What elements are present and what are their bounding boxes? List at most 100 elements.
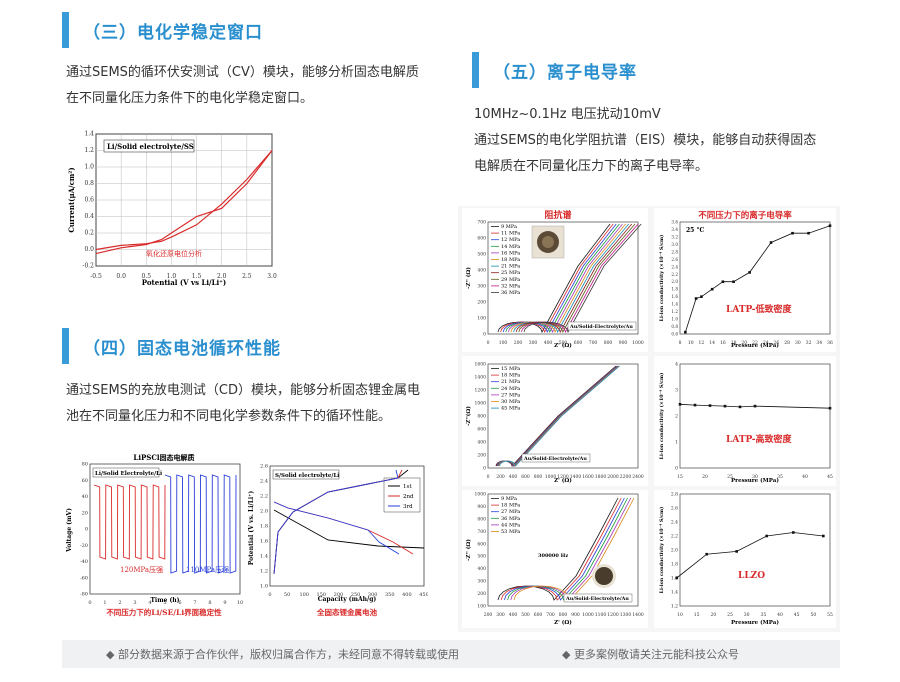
n3-legend-entry: 36 MPa xyxy=(501,516,520,522)
n2-x-tick: 2400 xyxy=(632,474,644,480)
n3-y-tick: 1000 xyxy=(475,492,487,498)
cv-y-tick: 0.0 xyxy=(84,246,94,253)
cd-left-y-tick: 20 xyxy=(82,510,88,516)
n1-legend-entry: 29 MPa xyxy=(501,277,520,283)
c1-point xyxy=(694,297,698,300)
n1-y-tick: 700 xyxy=(477,220,486,226)
n1-legend-entry: 21 MPa xyxy=(501,264,520,270)
n3-x-tick: 1300 xyxy=(620,612,632,618)
cd-left-caption: 不同压力下的Li/SE/Li界面稳定性 xyxy=(106,607,222,617)
n2-y-tick: 800 xyxy=(477,414,486,420)
n3-curve xyxy=(500,497,622,601)
c3-x-tick: 25 xyxy=(727,612,733,618)
n1-x-tick: 500 xyxy=(559,340,568,346)
accent-bar xyxy=(62,328,69,364)
c3-point xyxy=(792,531,795,534)
n3-curve xyxy=(510,497,632,601)
c2-point xyxy=(828,406,832,410)
n2-x-tick: 1400 xyxy=(570,474,582,480)
c1-x-tick: 8 xyxy=(679,340,682,346)
cd-right-x-tick: 400 xyxy=(402,592,412,598)
c1-x-tick: 34 xyxy=(816,340,822,346)
cv-x-tick: 1.0 xyxy=(167,273,177,280)
c3-x-tick: 55 xyxy=(827,612,833,618)
cd-left-x-tick: 6 xyxy=(178,600,181,606)
n2-x-tick: 1600 xyxy=(582,474,594,480)
cd-left-x-tick: 2 xyxy=(118,600,121,606)
cd-label-120: 120MPa压强 xyxy=(120,566,163,574)
n2-legend-entry: 18 MPa xyxy=(501,373,520,379)
n1-legend-entry: 16 MPa xyxy=(501,250,520,256)
c3-x-tick: 30 xyxy=(744,612,750,618)
cd-left-x-tick: 8 xyxy=(208,600,211,606)
n2-legend-entry: 30 MPa xyxy=(501,399,520,405)
c3-y-tick: 1.8 xyxy=(671,562,678,568)
c2-x-tick: 20 xyxy=(702,474,708,480)
cd-right-legend: S/Solid electrolyte/Li xyxy=(275,473,339,479)
c1-x-tick: 18 xyxy=(731,340,737,346)
cd-right-y-tick: 1.0 xyxy=(260,584,268,590)
n2-y-tick: 1000 xyxy=(475,401,487,407)
eis-figure-panel: 阻抗谱 700 600 500 400 300 200 100 0 0 100 200 300 400… xyxy=(458,206,840,632)
c2-point xyxy=(678,403,682,406)
n2-legend-entry: 15 MPa xyxy=(501,366,520,372)
cv-y-tick: -0.2 xyxy=(82,263,94,270)
cd-left-y-tick: -40 xyxy=(80,559,88,565)
n1-x-tick: 600 xyxy=(574,340,583,346)
c2-point xyxy=(708,404,712,407)
cond1-temp: 25 °C xyxy=(686,227,704,234)
n3-y-tick: 600 xyxy=(477,541,486,547)
n1-legend-entry: 9 MPa xyxy=(501,224,517,230)
n3-y-tick: 700 xyxy=(477,529,486,535)
n1-legend-entry: 36 MPa xyxy=(501,290,520,296)
c3-x-tick: 35 xyxy=(760,612,766,618)
n3-y-tick: 800 xyxy=(477,516,486,522)
cond2-ylabel: Li-ion conductivity (×10⁻⁴ S/cm) xyxy=(658,373,665,460)
c1-point xyxy=(828,224,832,228)
cd-right-x-tick: 0 xyxy=(268,592,271,598)
n2-curve xyxy=(499,365,620,467)
cond1-xlabel: Pressure (MPa) xyxy=(731,342,779,349)
c1-point xyxy=(807,231,810,235)
n2-y-tick: 1400 xyxy=(475,375,487,381)
nyquist2-ylabel: -Z''(Ω) xyxy=(465,406,472,426)
nyquist-title: 阻抗谱 xyxy=(544,209,571,221)
n2-x-tick: 600 xyxy=(521,474,530,480)
c2-point xyxy=(723,404,727,408)
cv-x-tick: 0.5 xyxy=(142,273,152,280)
cv-y-tick: 0.2 xyxy=(84,230,94,237)
n2-x-tick: 2000 xyxy=(607,474,619,480)
cv-y-tick: 0.6 xyxy=(84,197,94,204)
n1-y-tick: 100 xyxy=(477,316,486,322)
cv-y-tick: 0.4 xyxy=(84,213,94,220)
c2-y-tick: 2 xyxy=(675,414,678,420)
c1-point xyxy=(748,271,751,274)
c3-y-tick: 2.6 xyxy=(671,506,678,512)
cv-legend: Li/Solid electrolyte/SS xyxy=(107,142,194,151)
n1-curve xyxy=(523,223,642,333)
n3-x-tick: 1000 xyxy=(582,612,594,618)
cd-right-y-tick: 2.0 xyxy=(260,509,268,515)
c3-x-tick: 45 xyxy=(794,612,800,618)
n1-y-tick: 400 xyxy=(477,268,486,274)
cd-right-x-tick: 200 xyxy=(334,592,344,598)
n1-y-tick: 200 xyxy=(477,300,486,306)
n2-x-tick: 1000 xyxy=(545,474,557,480)
c2-y-tick: 1 xyxy=(675,440,678,446)
c1-x-tick: 22 xyxy=(752,340,758,346)
c3-point xyxy=(765,534,768,538)
cd-right-x-tick: 350 xyxy=(385,592,395,598)
nyquist3-xlabel: Z' (Ω) xyxy=(554,619,572,626)
c3-y-tick: 2.2 xyxy=(671,534,678,540)
accent-bar xyxy=(472,52,479,88)
n1-legend-entry: 11 MPa xyxy=(501,231,520,237)
cv-y-tick: 1.0 xyxy=(84,164,94,171)
cd-right-x-tick: 100 xyxy=(299,592,309,598)
cd-left-y-tick: 40 xyxy=(82,494,88,500)
n2-legend-entry: 45 MPa xyxy=(501,406,520,412)
c1-y-tick: 1.0 xyxy=(671,317,678,322)
cd-right-legend-entry: 2nd xyxy=(403,494,414,500)
cond3-label: LLZO xyxy=(738,571,765,581)
c1-y-tick: 1.8 xyxy=(671,287,678,292)
cd-left-legend: Li/Solid Electrolyte/Li xyxy=(95,471,162,477)
